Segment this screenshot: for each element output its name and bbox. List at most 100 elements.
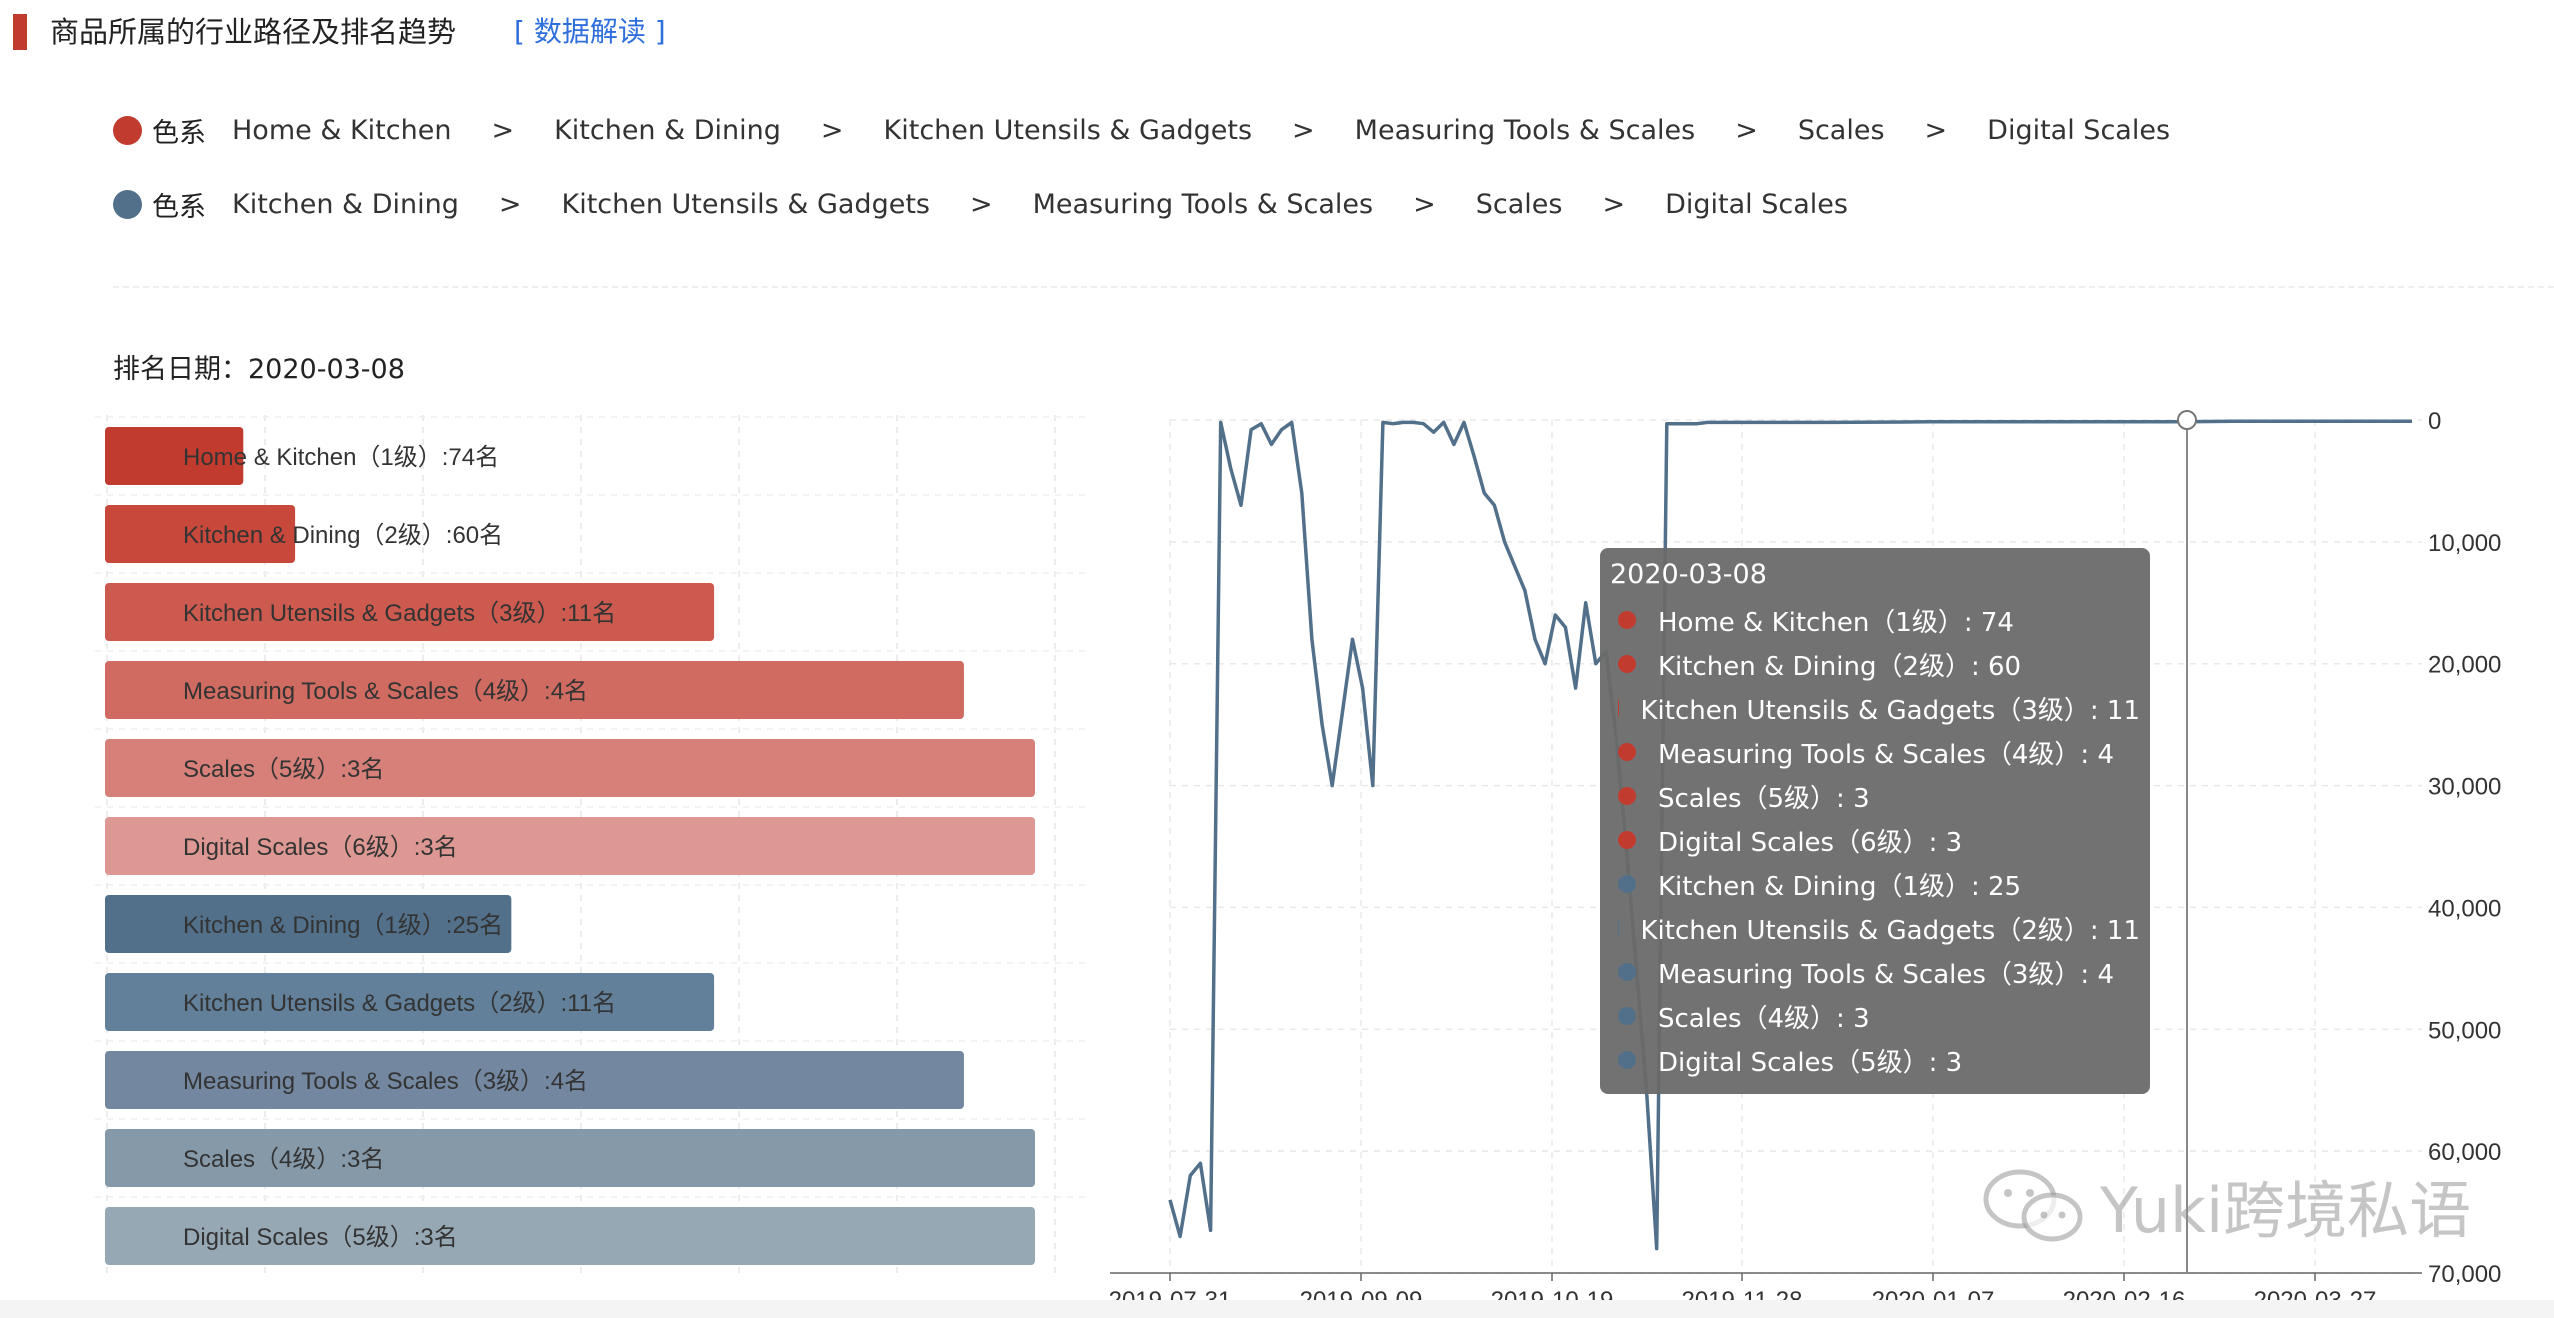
y-tick-label: 30,000 (2428, 774, 2501, 801)
tooltip-row: Kitchen Utensils & Gadgets（3级）: 11 (1610, 686, 2140, 730)
x-tick-label: 2020-02-16 (2063, 1287, 2186, 1300)
rank-bar-label: Kitchen Utensils & Gadgets（2级）:11名 (183, 990, 616, 1017)
y-tick-label: 40,000 (2428, 895, 2501, 922)
path-2-crumb[interactable]: Kitchen & Dining (232, 188, 459, 220)
x-tick-label: 2020-01-07 (1872, 1287, 1995, 1300)
y-tick-label: 10,000 (2428, 530, 2501, 557)
rank-bar-label: Measuring Tools & Scales（4级）:4名 (183, 678, 588, 705)
rank-bar (105, 661, 964, 719)
rank-bar (105, 1207, 1035, 1265)
rank-bar-label: Kitchen & Dining（1级）:25名 (183, 912, 503, 939)
rank-bar (105, 1051, 964, 1109)
path-1-crumb[interactable]: Scales (1797, 114, 1885, 146)
tooltip-row: Kitchen Utensils & Gadgets（2级）: 11 (1610, 906, 2140, 950)
y-tick-label: 0 (2428, 408, 2441, 435)
path-2-label: 色系 (152, 191, 206, 223)
path-1-crumb[interactable]: Measuring Tools & Scales (1354, 114, 1696, 146)
tooltip-row: Scales（5级）: 3 (1610, 774, 2140, 818)
tooltip-row-text: Measuring Tools & Scales（3级）: 4 (1658, 959, 2115, 990)
rank-bar-label: Measuring Tools & Scales（3级）:4名 (183, 1068, 588, 1095)
tooltip-row-text: Digital Scales（6级）: 3 (1658, 827, 1963, 858)
section-divider (113, 286, 2554, 288)
path-1-color-dot (113, 115, 142, 145)
tooltip-series-dot (1618, 699, 1619, 717)
data-interpretation-link[interactable]: [ 数据解读 ] (514, 15, 666, 48)
rank-bar (105, 583, 715, 641)
tooltip-series-dot (1618, 655, 1636, 673)
path-separator: > (820, 114, 844, 146)
x-tick-label: 2019-11-28 (1682, 1287, 1803, 1300)
cursor-point (2177, 410, 2197, 430)
path-separator: > (498, 188, 522, 220)
path-1-crumb[interactable]: Digital Scales (1987, 114, 2171, 146)
tooltip-series-dot (1618, 963, 1636, 981)
path-separator: > (1413, 188, 1436, 220)
tooltip-series-dot (1618, 919, 1619, 937)
path-2-crumb[interactable]: Kitchen Utensils & Gadgets (561, 188, 930, 220)
tooltip-row: Scales（4级）: 3 (1610, 994, 2140, 1038)
tooltip-row: Kitchen & Dining（1级）: 25 (1610, 862, 2140, 906)
path-separator: > (1602, 188, 1626, 220)
y-tick-label: 60,000 (2428, 1139, 2501, 1166)
page-title: 商品所属的行业路径及排名趋势 (50, 15, 457, 49)
rank-bar-chart: Home & Kitchen（1级）:74名 Kitchen & Dining（2… (95, 415, 1085, 1275)
rank-bar-label: Digital Scales（6级）:3名 (183, 834, 458, 861)
x-tick-label: 2020-03-27 (2254, 1287, 2377, 1300)
tooltip-series-dot (1618, 743, 1636, 761)
path-2-crumb[interactable]: Measuring Tools & Scales (1032, 188, 1374, 220)
rank-bar-label: Digital Scales（5级）:3名 (183, 1224, 458, 1251)
tooltip-series-dot (1618, 875, 1636, 893)
chart-tooltip: 2020-03-08 Home & Kitchen（1级）: 74 Kitchen… (1600, 548, 2150, 1094)
tooltip-row-text: Digital Scales（5级）: 3 (1658, 1047, 1963, 1078)
rank-bar-label: Kitchen Utensils & Gadgets（3级）:11名 (183, 600, 616, 627)
rank-bar (105, 1129, 1035, 1187)
path-2-crumb[interactable]: Digital Scales (1665, 188, 1848, 220)
bottom-strip (0, 1300, 2554, 1318)
y-tick-label: 50,000 (2428, 1017, 2501, 1044)
x-tick-label: 2019-07-31 (1109, 1287, 1232, 1300)
tooltip-row: Digital Scales（6级）: 3 (1610, 818, 2140, 862)
path-1-label: 色系 (152, 117, 206, 149)
tooltip-row: Measuring Tools & Scales（3级）: 4 (1610, 950, 2140, 994)
rank-bar-label: Home & Kitchen（1级）:74名 (183, 444, 499, 471)
tooltip-row-text: Kitchen & Dining（2级）: 60 (1658, 651, 2022, 682)
tooltip-row-text: Scales（5级）: 3 (1658, 783, 1870, 814)
path-1-crumb[interactable]: Home & Kitchen (232, 114, 452, 146)
tooltip-series-dot (1618, 1007, 1636, 1025)
wechat-icon (1983, 1169, 2083, 1242)
category-path-2: 色系 Kitchen & Dining > Kitchen Utensils &… (113, 184, 1848, 224)
rank-bar (105, 973, 715, 1031)
path-1-crumb[interactable]: Kitchen Utensils & Gadgets (883, 114, 1253, 146)
tooltip-row-text: Kitchen Utensils & Gadgets（2级）: 11 (1640, 915, 2141, 946)
tooltip-row-text: Kitchen Utensils & Gadgets（3级）: 11 (1640, 695, 2141, 726)
rank-bar (105, 427, 244, 485)
x-tick-label: 2019-10-19 (1491, 1287, 1614, 1300)
rank-trend-series (1168, 419, 2412, 1251)
path-separator: > (491, 114, 515, 146)
tooltip-row: Measuring Tools & Scales（4级）: 4 (1610, 730, 2140, 774)
tooltip-series-dot (1618, 1051, 1636, 1069)
y-tick-label: 70,000 (2428, 1261, 2501, 1288)
rank-bar (105, 895, 512, 953)
rank-trend-line-chart[interactable]: 0 10,000 20,000 30,000 40,000 50,000 60,000 70,… (1100, 395, 2554, 1300)
rank-bar (105, 739, 1035, 797)
rank-bar-label: Kitchen & Dining（2级）:60名 (183, 522, 503, 549)
path-2-color-dot (113, 189, 142, 219)
tooltip-row-text: Scales（4级）: 3 (1658, 1003, 1870, 1034)
tooltip-row-text: Kitchen & Dining（1级）: 25 (1658, 871, 2022, 902)
path-separator: > (969, 188, 993, 220)
watermark-text: Yuki跨境私语 (2100, 1174, 2472, 1247)
path-separator: > (1924, 114, 1948, 146)
title-accent-bar (13, 14, 27, 50)
tooltip-date: 2020-03-08 (1610, 559, 1767, 590)
rank-bar (105, 817, 1035, 875)
tooltip-row-text: Home & Kitchen（1级）: 74 (1658, 607, 2014, 638)
path-2-crumb[interactable]: Scales (1475, 188, 1563, 220)
watermark: Yuki跨境私语 (1980, 1160, 2471, 1250)
tooltip-series-dot (1618, 787, 1636, 805)
tooltip-series-dot (1618, 611, 1636, 629)
path-1-crumb[interactable]: Kitchen & Dining (554, 114, 781, 146)
path-separator: > (1292, 114, 1315, 146)
y-tick-label: 20,000 (2428, 652, 2501, 679)
tooltip-series-dot (1618, 831, 1636, 849)
